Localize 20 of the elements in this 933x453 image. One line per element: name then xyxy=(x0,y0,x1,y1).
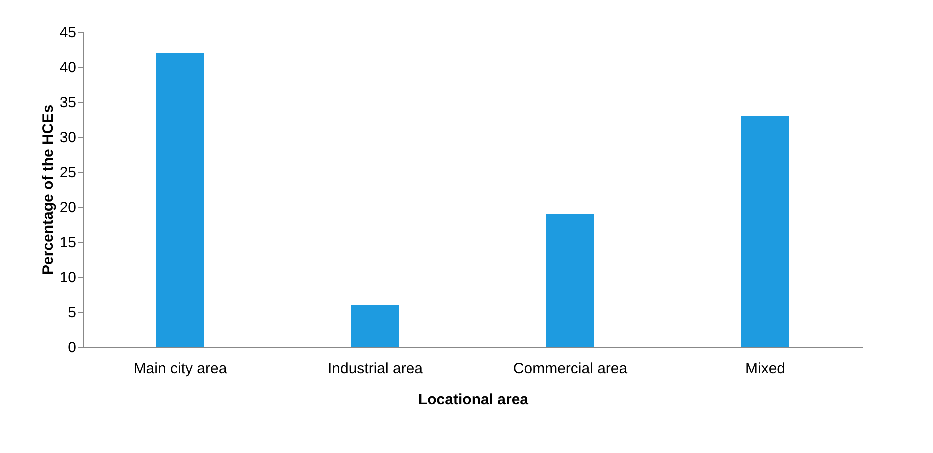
bar xyxy=(156,53,204,347)
y-tick-label: 0 xyxy=(68,340,76,356)
y-tick-label: 40 xyxy=(60,60,76,76)
bar xyxy=(742,116,790,347)
y-tick-label: 10 xyxy=(60,270,76,286)
x-tick-label: Main city area xyxy=(134,360,228,378)
y-axis-title: Percentage of the HCEs xyxy=(40,104,57,276)
x-tick-label: Mixed xyxy=(745,360,786,378)
y-tick-label: 20 xyxy=(60,200,76,216)
x-tick-label: Industrial area xyxy=(328,360,424,378)
y-tick-label: 45 xyxy=(60,24,76,42)
y-tick-label: 15 xyxy=(60,234,76,252)
x-axis-title: Locational area xyxy=(418,392,530,408)
bar xyxy=(352,305,400,347)
y-tick-label: 35 xyxy=(60,94,76,112)
x-tick-label: Commercial area xyxy=(513,360,628,378)
y-tick-label: 25 xyxy=(60,164,76,182)
y-tick-label: 5 xyxy=(68,304,76,322)
bar xyxy=(546,214,594,347)
y-tick-label: 30 xyxy=(60,130,76,146)
